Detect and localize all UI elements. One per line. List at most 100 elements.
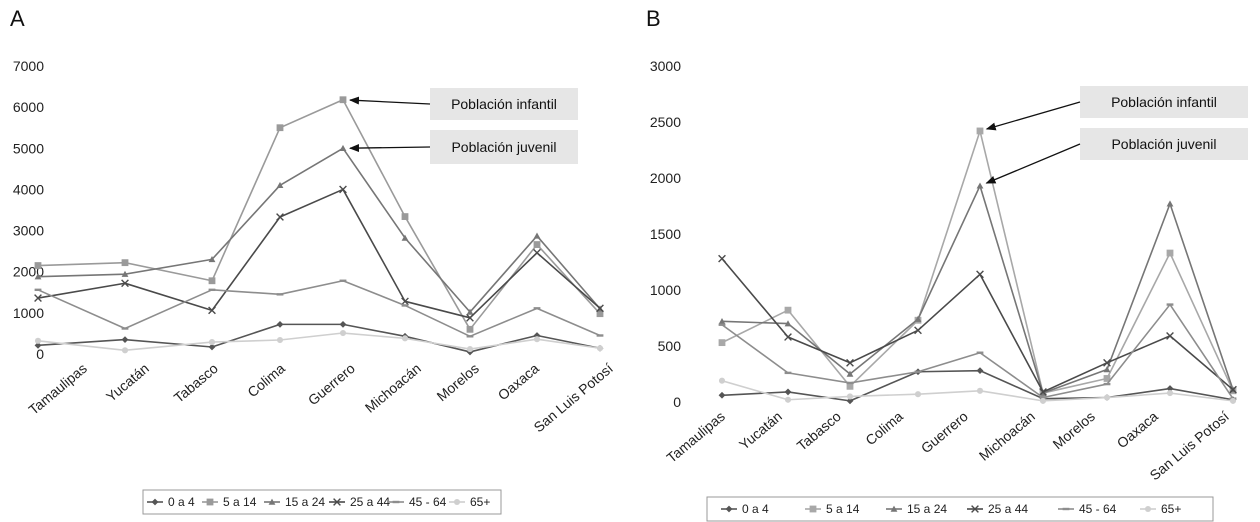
- data-point: [914, 391, 922, 398]
- data-point: [208, 255, 216, 263]
- data-point: [208, 288, 216, 292]
- annotation-poblaci-n-juvenil: Población juvenil: [348, 130, 578, 164]
- legend-marker: [453, 498, 461, 506]
- y-tick-label: 1500: [650, 226, 681, 242]
- data-point: [533, 248, 541, 257]
- legend-item-65: 65+: [1140, 502, 1181, 516]
- panel-label: B: [646, 6, 661, 31]
- data-point: [1166, 303, 1174, 306]
- legend-label: 0 a 4: [168, 495, 195, 509]
- data-point: [466, 313, 474, 322]
- legend-marker: [1144, 505, 1152, 513]
- data-point: [596, 304, 604, 313]
- x-tick-label: Michoacán: [362, 360, 424, 416]
- x-tick-label: Tamaulipas: [25, 360, 90, 418]
- data-point: [976, 387, 984, 394]
- legend-label: 0 a 4: [742, 502, 769, 516]
- legend-label: 65+: [470, 495, 490, 509]
- legend-label: 15 a 24: [907, 502, 947, 516]
- data-point: [339, 144, 347, 152]
- data-point: [1103, 382, 1111, 386]
- y-tick-label: 6000: [13, 99, 44, 115]
- x-tick-label: Morelos: [433, 360, 481, 404]
- y-tick-label: 0: [36, 346, 44, 362]
- series-15-a-24: [718, 182, 1237, 396]
- legend-item-15-a-24: 15 a 24: [886, 502, 947, 516]
- data-point: [34, 294, 42, 302]
- data-point: [784, 388, 792, 396]
- y-tick-label: 500: [658, 338, 682, 354]
- data-point: [339, 329, 347, 337]
- data-point: [976, 127, 984, 135]
- data-point: [1166, 389, 1174, 397]
- annotation-poblaci-n-infantil: Población infantil: [348, 88, 578, 120]
- series-25-a-44: [34, 185, 604, 322]
- data-point: [339, 320, 347, 328]
- legend: 0 a 4 5 a 14 15 a 24 25 a 44 45 - 64 65+: [706, 496, 1214, 522]
- data-point: [339, 185, 347, 194]
- data-point: [401, 213, 409, 220]
- annotation-box: [430, 88, 578, 120]
- x-tick-label: Guerrero: [305, 360, 358, 408]
- legend-label: 15 a 24: [285, 495, 325, 509]
- data-point: [596, 310, 604, 318]
- y-tick-label: 1000: [650, 282, 681, 298]
- data-point: [1229, 385, 1237, 394]
- data-point: [846, 358, 854, 367]
- data-point: [914, 326, 922, 335]
- y-tick-label: 4000: [13, 181, 44, 197]
- x-tick-label: Colima: [862, 408, 906, 448]
- x-tick-label: Yucatán: [103, 360, 152, 405]
- y-tick-label: 3000: [13, 223, 44, 239]
- data-point: [784, 396, 792, 403]
- y-tick-label: 1000: [13, 305, 44, 321]
- x-tick-label: Tabasco: [171, 360, 221, 406]
- data-point: [846, 381, 854, 385]
- legend-label: 45 - 64: [1079, 502, 1117, 516]
- x-tick-label: Morelos: [1049, 408, 1097, 452]
- data-point: [466, 346, 474, 353]
- annotation-label: Población juvenil: [1111, 136, 1216, 152]
- data-point: [976, 351, 984, 354]
- x-tick-label: Yucatán: [736, 408, 785, 453]
- data-point: [121, 327, 129, 330]
- data-point: [401, 304, 409, 307]
- data-point: [533, 336, 541, 343]
- legend-marker: [392, 500, 400, 504]
- data-point: [401, 234, 409, 241]
- series-line: [37, 147, 601, 313]
- series-65: [718, 377, 1237, 404]
- data-point: [276, 213, 284, 221]
- data-point: [34, 337, 42, 344]
- data-point: [914, 315, 922, 322]
- data-point: [976, 182, 984, 189]
- data-point: [466, 335, 474, 338]
- legend-item-15-a-24: 15 a 24: [264, 495, 325, 509]
- data-point: [914, 370, 922, 373]
- legend-marker: [725, 505, 733, 513]
- legend-marker: [971, 505, 979, 513]
- chart-panel-a: A01000200030004000500060007000Tamaulipas…: [10, 6, 616, 515]
- y-tick-label: 7000: [13, 58, 44, 74]
- data-point: [208, 277, 216, 285]
- data-point: [718, 377, 726, 384]
- series-45-64: [718, 303, 1237, 400]
- legend-marker: [268, 498, 276, 505]
- data-point: [1229, 397, 1237, 404]
- data-point: [276, 124, 284, 132]
- data-point: [34, 273, 42, 280]
- legend-item-45-64: 45 - 64: [388, 495, 447, 509]
- legend-item-0-a-4: 0 a 4: [721, 502, 769, 516]
- x-tick-label: Michoacán: [976, 408, 1038, 464]
- data-point: [596, 334, 604, 337]
- annotation-arrow: [985, 143, 1081, 184]
- x-tick-label: Oaxaca: [1114, 408, 1161, 451]
- data-point: [34, 262, 42, 269]
- data-point: [718, 391, 726, 399]
- data-point: [718, 339, 726, 347]
- legend-label: 25 a 44: [988, 502, 1028, 516]
- series-line: [37, 332, 601, 352]
- data-point: [401, 297, 409, 306]
- x-tick-label: Oaxaca: [495, 360, 542, 403]
- legend-box: [142, 489, 502, 515]
